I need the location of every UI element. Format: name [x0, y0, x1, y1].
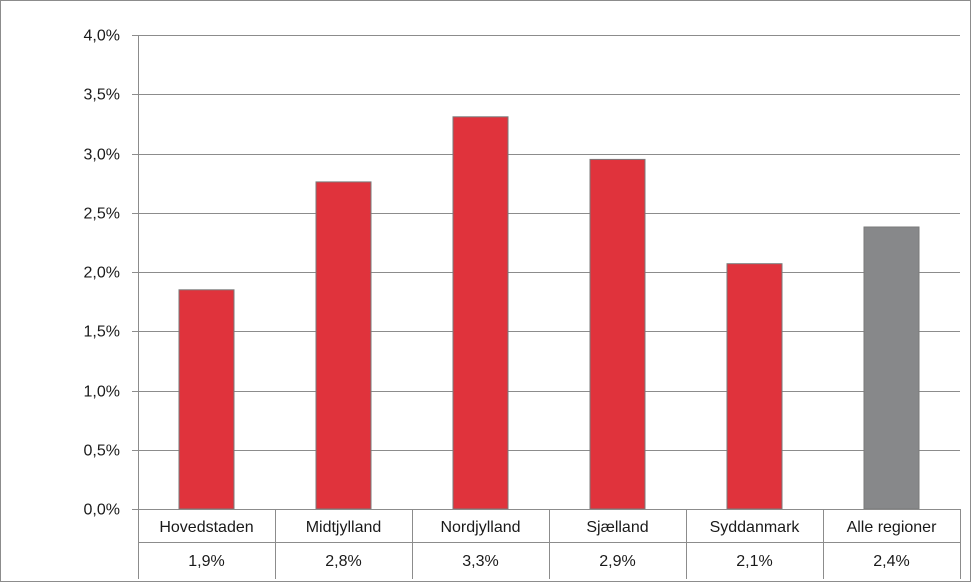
- category-label: Midtjylland: [306, 519, 382, 536]
- bar: [726, 263, 783, 510]
- data-label: 2,9%: [599, 553, 635, 570]
- y-tick-label: 1,5%: [84, 324, 120, 341]
- bar: [589, 158, 646, 510]
- data-label: 1,9%: [188, 553, 224, 570]
- y-tick-label: 2,0%: [84, 265, 120, 282]
- bar: [315, 181, 372, 510]
- category-label: Syddanmark: [710, 519, 801, 536]
- y-tick-label: 3,0%: [84, 147, 120, 164]
- y-tick-label: 1,0%: [84, 384, 120, 401]
- bars: [178, 116, 920, 510]
- data-label: 2,8%: [325, 553, 361, 570]
- y-tick-labels: 0,0% 0,5% 1,0% 1,5% 2,0% 2,5% 3,0% 3,5% 4,0%: [84, 28, 120, 519]
- data-label: 2,4%: [873, 553, 909, 570]
- bar: [178, 289, 235, 510]
- bar: [863, 226, 920, 510]
- category-label: Hovedstaden: [159, 519, 253, 536]
- data-label: 2,1%: [736, 553, 772, 570]
- y-tick-label: 2,5%: [84, 206, 120, 223]
- bar: [452, 116, 509, 510]
- data-table: Hovedstaden 1,9% Midtjylland 2,8% Nordjyllan…: [138, 509, 961, 579]
- y-tick-label: 4,0%: [84, 28, 120, 45]
- category-label: Sjælland: [586, 519, 648, 536]
- data-label: 3,3%: [462, 553, 498, 570]
- y-tick-label: 0,0%: [84, 502, 120, 519]
- y-tick-label: 0,5%: [84, 443, 120, 460]
- y-tick-label: 3,5%: [84, 87, 120, 104]
- category-label: Nordjylland: [440, 519, 520, 536]
- category-label: Alle regioner: [847, 519, 938, 536]
